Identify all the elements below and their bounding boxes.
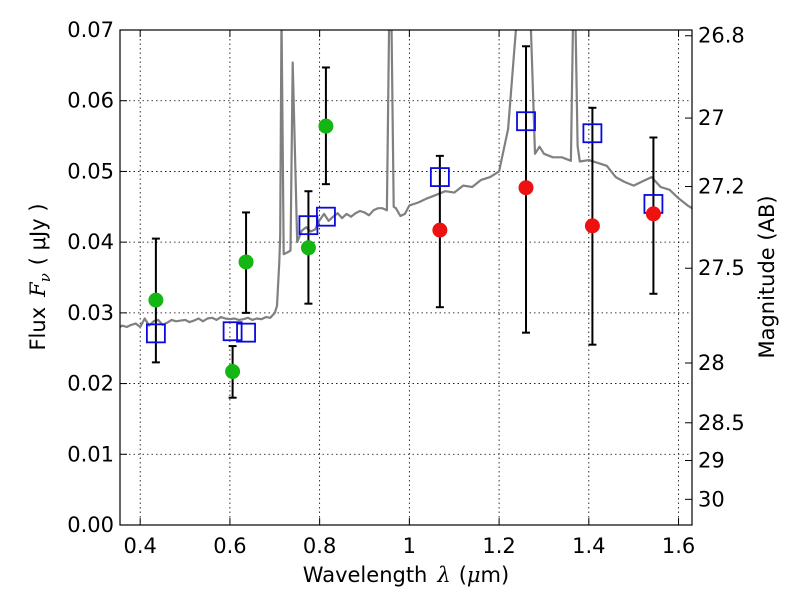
mag-tick-label: 30 [698,487,725,511]
observed-optical-point [225,364,241,380]
observed-optical-point [318,118,334,134]
model-spectrum-layer [120,30,692,329]
y-tick-label: 0.03 [67,301,114,325]
mag-tick-label: 29 [698,449,725,473]
grid-lines [120,29,692,526]
plot-frame [119,29,693,526]
model-photometry-square [316,206,336,227]
y-tick-label: 0.06 [67,89,114,113]
observed-nir-point [584,218,600,234]
x-axis-label-mu: μ [467,563,481,587]
y-axis-label-text: Flux [26,307,50,351]
model-photometry-square [516,111,536,132]
x-axis-label-unit: ( [459,563,467,587]
mag-tick-label: 28.5 [698,411,745,435]
y-tick-label: 0.01 [67,442,114,466]
y-axis-label: Flux Fν ( μJy ) [26,203,54,350]
y2-axis-label: Magnitude (AB) [755,195,779,358]
plot-background [120,30,692,525]
observed-nir-point [432,222,448,238]
x-tick-label: 1.6 [662,534,695,558]
y-tick-label: 0.00 [67,513,114,537]
observed-optical-point [238,254,254,270]
x-tick-label: 1.4 [572,534,605,558]
mag-tick-label: 28 [698,351,725,375]
y-tick-label: 0.07 [67,18,114,42]
x-tick-label: 0.4 [123,534,156,558]
x-tick-label: 0.8 [303,534,336,558]
y-axis-label-unit: ( μJy ) [26,203,50,265]
x-tick-label: 0.6 [213,534,246,558]
model-spectrum-line [120,30,692,329]
x-axis-label: Wavelength λ (μm) [303,563,509,587]
x-axis-label-symbol: λ [436,563,450,587]
model-photometry-square [222,321,243,342]
y-tick-label: 0.02 [67,372,114,396]
markers-layer [145,111,664,380]
model-photometry-square [429,167,450,187]
x-tick-label: 1 [403,534,416,558]
mag-tick-label: 27.2 [698,175,745,199]
observed-nir-point [645,206,661,222]
y-tick-label: 0.05 [67,159,114,183]
x-axis-label-text: Wavelength [303,563,428,587]
model-photometry-square [236,322,256,343]
observed-optical-point [300,240,316,256]
mag-tick-label: 27.5 [698,256,745,280]
x-axis-label-unit-end: m) [481,563,510,587]
mag-tick-label: 27 [698,106,725,130]
y-axis-label-subscript: ν [36,273,54,282]
model-photometry-square [582,123,603,144]
mag-tick-label: 26.8 [698,24,745,48]
y-tick-label: 0.04 [67,230,114,254]
observed-optical-point [148,292,164,308]
x-tick-label: 1.2 [482,534,515,558]
axis-ticks: 0.4 0.6 0.8 1 1.2 1.4 1.6 0.00 0.01 0.02 0.03 0.04 0… [67,18,745,558]
y-axis-label-symbol: F [26,281,50,298]
observed-nir-point [518,180,534,196]
model-photometry-square [145,323,166,344]
